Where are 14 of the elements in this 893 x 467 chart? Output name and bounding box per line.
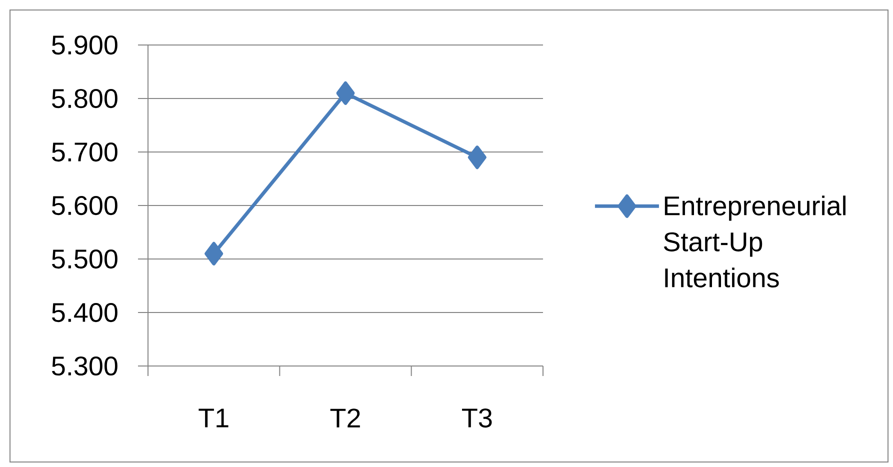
y-tick-label: 5.700: [52, 142, 118, 162]
x-tick-label: T3: [462, 408, 492, 428]
y-tick-label: 5.300: [52, 356, 118, 376]
y-tick-label: 5.900: [52, 35, 118, 55]
y-tick-label: 5.600: [52, 196, 118, 216]
x-tick-label: T1: [198, 408, 228, 428]
point: [468, 146, 486, 170]
y-tick-label: 5.400: [52, 302, 118, 322]
point: [336, 81, 355, 105]
legend-label: Entrepreneurial Start-Up Intentions: [664, 196, 846, 288]
y-tick-label: 5.500: [52, 249, 118, 269]
x-tick-label: T2: [330, 408, 360, 428]
point: [204, 242, 224, 266]
y-tick-label: 5.800: [52, 88, 118, 108]
